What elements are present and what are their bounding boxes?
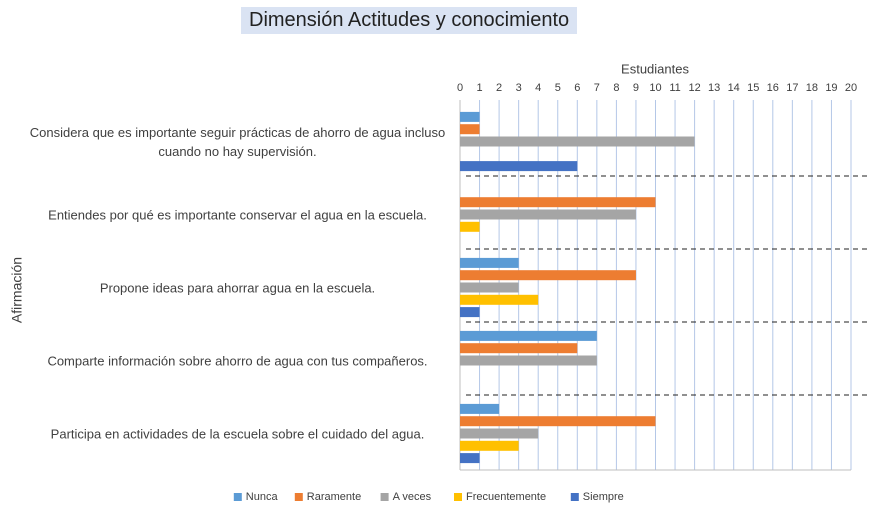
x-tick-label: 1	[476, 82, 482, 94]
bar	[460, 124, 480, 135]
y-tick-label: Propone ideas para ahorrar agua en la es…	[99, 280, 376, 295]
x-tick-label: 10	[649, 82, 661, 94]
x-tick-label: 18	[806, 82, 818, 94]
x-tick-label: 12	[688, 82, 700, 94]
x-tick-label: 16	[767, 82, 779, 94]
x-tick-label: 7	[594, 82, 600, 94]
bar	[460, 221, 480, 232]
x-tick-label: 5	[555, 82, 561, 94]
bar	[460, 416, 656, 427]
bar	[460, 136, 695, 147]
bar	[460, 197, 656, 208]
bar	[460, 428, 539, 439]
x-tick-label: 11	[669, 82, 680, 94]
x-axis-label: Estudiantes	[621, 61, 689, 76]
legend-label: A veces	[393, 491, 432, 503]
x-tick-label: 15	[747, 82, 759, 94]
legend-swatch	[294, 493, 303, 501]
x-tick-label: 13	[708, 82, 720, 94]
x-tick-label: 9	[633, 82, 639, 94]
x-tick-label: 3	[516, 82, 522, 94]
bar	[460, 270, 636, 281]
bar	[460, 257, 519, 268]
x-tick-label: 4	[535, 82, 541, 94]
bar	[460, 440, 519, 451]
x-tick-label: 17	[786, 82, 798, 94]
legend-label: Nunca	[246, 491, 279, 503]
y-tick-label: Entiendes por qué es importante conserva…	[48, 207, 427, 222]
legend-swatch	[570, 493, 579, 501]
x-tick-label: 19	[825, 82, 837, 94]
chart-title: Dimensión Actitudes y conocimiento	[241, 7, 578, 34]
bar	[460, 343, 578, 354]
bar	[460, 294, 539, 305]
legend-swatch	[454, 493, 462, 501]
legend-swatch	[233, 493, 242, 501]
x-tick-label: 2	[496, 82, 502, 94]
bar	[460, 453, 480, 464]
bar	[460, 330, 597, 341]
bar	[460, 161, 578, 172]
legend-swatch	[380, 493, 389, 501]
x-tick-label: 0	[457, 82, 463, 94]
y-axis-label: Afirmación	[9, 257, 25, 323]
x-tick-label: 8	[613, 82, 619, 94]
x-tick-label: 6	[574, 82, 580, 94]
legend-label: Frecuentemente	[466, 491, 546, 503]
bar	[460, 111, 480, 122]
y-tick-label: Comparte información sobre ahorro de agu…	[47, 353, 428, 368]
bar	[460, 403, 500, 414]
legend-label: Raramente	[307, 491, 361, 503]
bar	[460, 355, 597, 366]
bar	[460, 282, 519, 293]
bar	[460, 209, 636, 220]
bar	[460, 307, 480, 318]
legend-label: Siempre	[583, 491, 624, 503]
x-tick-label: 14	[728, 82, 740, 94]
y-tick-label: Considera que es importante seguir práct…	[29, 124, 446, 159]
x-tick-label: 20	[845, 82, 857, 94]
y-tick-label: Participa en actividades de la escuela s…	[50, 426, 425, 441]
